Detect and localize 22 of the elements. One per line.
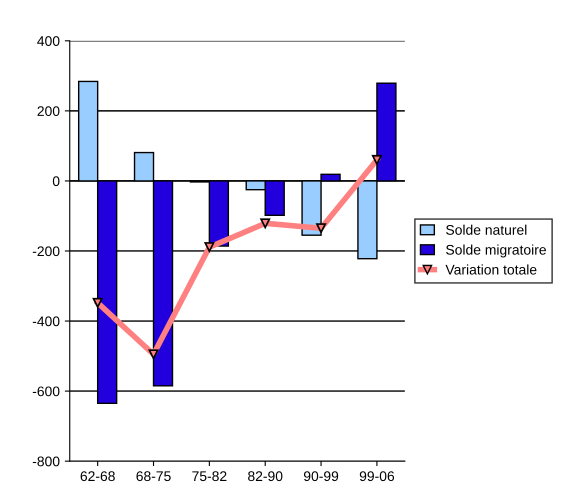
y-tick-label: -200: [32, 246, 60, 256]
point: [260, 218, 270, 228]
x-tick-label: 90-99: [304, 471, 338, 482]
y-tick-label: 0: [52, 176, 60, 186]
point: [372, 154, 382, 165]
point: [204, 242, 214, 252]
y-tick-label: -600: [32, 386, 60, 396]
y-tick-label: -800: [32, 456, 60, 466]
x-tick-label: 62-68: [80, 471, 115, 482]
x-tick-label: 82-90: [248, 471, 282, 482]
y-tick-label: 200: [38, 106, 60, 116]
x-tick-label: 68-75: [136, 471, 171, 482]
point: [148, 349, 159, 360]
x-tick-label: 75-82: [192, 471, 226, 482]
point: [316, 223, 326, 234]
legend-label: Solde naturel: [446, 224, 526, 235]
x-tick-label: 99-06: [360, 471, 394, 482]
y-tick-label: 400: [37, 36, 60, 46]
y-tick-label: -400: [32, 316, 60, 326]
legend-label: Solde migratoire: [446, 244, 546, 258]
point: [92, 298, 103, 308]
legend-label: Variation totale: [446, 264, 536, 275]
